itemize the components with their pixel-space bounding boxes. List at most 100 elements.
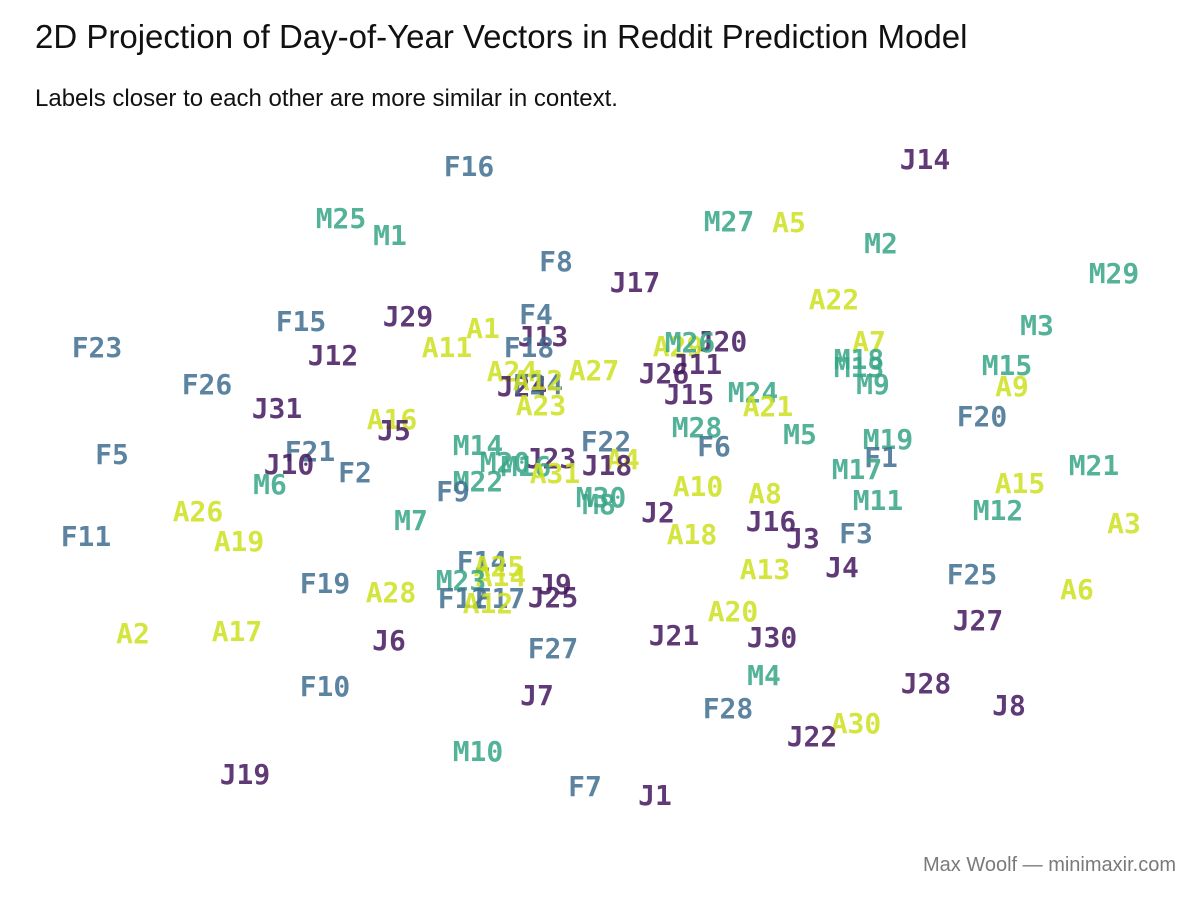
point-label: J11 — [672, 348, 723, 381]
point-label: M2 — [864, 227, 898, 260]
point-label: A19 — [214, 525, 265, 558]
point-label: M17 — [832, 453, 883, 486]
point-label: M20 — [480, 446, 531, 479]
point-label: M9 — [856, 368, 890, 401]
point-label: A10 — [673, 470, 724, 503]
point-label: M15 — [982, 349, 1033, 382]
point-label: A4 — [606, 443, 640, 476]
point-label: J6 — [372, 624, 406, 657]
point-label: A7 — [852, 325, 886, 358]
point-label: M28 — [672, 411, 723, 444]
point-label: F9 — [436, 475, 470, 508]
point-label: F7 — [568, 770, 602, 803]
point-label: J21 — [649, 619, 700, 652]
point-label: J5 — [377, 414, 411, 447]
point-label: A28 — [366, 576, 417, 609]
point-label: A21 — [743, 390, 794, 423]
point-label: F23 — [72, 331, 123, 364]
point-label: A12 — [513, 364, 564, 397]
point-label: J24 — [497, 370, 548, 403]
point-label: J17 — [610, 266, 661, 299]
point-label: F19 — [300, 567, 351, 600]
point-label: M3 — [1020, 309, 1054, 342]
point-label: M5 — [783, 418, 817, 451]
point-label: M1 — [373, 219, 407, 252]
point-label: M30 — [576, 481, 627, 514]
point-label: M10 — [453, 735, 504, 768]
point-label: J13 — [518, 320, 569, 353]
point-label: M6 — [253, 468, 287, 501]
point-label: A14 — [476, 560, 527, 593]
point-label: A25 — [474, 550, 525, 583]
chart-subtitle: Labels closer to each other are more sim… — [35, 85, 618, 112]
point-label: F26 — [182, 368, 233, 401]
point-label: A3 — [1107, 507, 1141, 540]
point-label: M19 — [863, 423, 914, 456]
point-label: A18 — [667, 518, 718, 551]
point-label: J29 — [383, 300, 434, 333]
point-label: J27 — [953, 604, 1004, 637]
point-label: A5 — [772, 206, 806, 239]
point-label: M13 — [834, 351, 885, 384]
point-label: F6 — [697, 430, 731, 463]
point-label: J10 — [264, 448, 315, 481]
point-label: F4 — [519, 298, 553, 331]
point-label: M24 — [728, 376, 779, 409]
point-label: J28 — [901, 667, 952, 700]
point-label: F1 — [864, 441, 898, 474]
point-label: M23 — [436, 564, 487, 597]
point-label: M21 — [1069, 449, 1120, 482]
point-label: F14 — [457, 545, 508, 578]
point-label: F17 — [475, 582, 526, 615]
point-label: F8 — [539, 245, 573, 278]
point-label: M7 — [394, 504, 428, 537]
point-label: A9 — [995, 370, 1029, 403]
point-label: J26 — [639, 357, 690, 390]
point-label: A20 — [708, 595, 759, 628]
point-label: A17 — [212, 615, 263, 648]
point-label: M27 — [704, 205, 755, 238]
point-label: F3 — [839, 517, 873, 550]
point-label: J30 — [747, 621, 798, 654]
point-label: J25 — [528, 581, 579, 614]
chart-title: 2D Projection of Day-of-Year Vectors in … — [35, 18, 968, 55]
point-label: A26 — [173, 495, 224, 528]
point-label: J22 — [787, 720, 838, 753]
point-label: A2 — [116, 617, 150, 650]
point-label: J3 — [786, 522, 820, 555]
point-label: J4 — [825, 551, 859, 584]
point-label: J15 — [664, 378, 715, 411]
point-label: M4 — [747, 659, 781, 692]
point-label: F16 — [444, 150, 495, 183]
point-label: A24 — [487, 355, 538, 388]
point-label: F18 — [504, 331, 555, 364]
point-label: A6 — [1060, 573, 1094, 606]
point-label: J9 — [538, 568, 572, 601]
point-label: M14 — [453, 429, 504, 462]
point-label: J12 — [308, 339, 359, 372]
point-label: F28 — [703, 692, 754, 725]
point-label: M29 — [1089, 257, 1140, 290]
point-label: F12 — [438, 582, 489, 615]
point-label: F27 — [528, 632, 579, 665]
point-label: F5 — [95, 438, 129, 471]
point-label: J31 — [252, 392, 303, 425]
point-label: F22 — [581, 425, 632, 458]
point-label: J2 — [641, 496, 675, 529]
point-label: M22 — [453, 465, 504, 498]
point-label: A15 — [995, 467, 1046, 500]
point-label: J20 — [697, 325, 748, 358]
point-label: A27 — [569, 354, 620, 387]
point-label: A30 — [831, 707, 882, 740]
point-label: A11 — [422, 331, 473, 364]
point-label: J16 — [746, 505, 797, 538]
point-label: F15 — [276, 305, 327, 338]
point-label: F24 — [513, 368, 564, 401]
point-label: A29 — [653, 330, 704, 363]
point-label: M25 — [316, 202, 367, 235]
point-label: F10 — [300, 670, 351, 703]
point-label: A13 — [740, 553, 791, 586]
point-label: A1 — [466, 312, 500, 345]
point-label: M26 — [665, 326, 716, 359]
